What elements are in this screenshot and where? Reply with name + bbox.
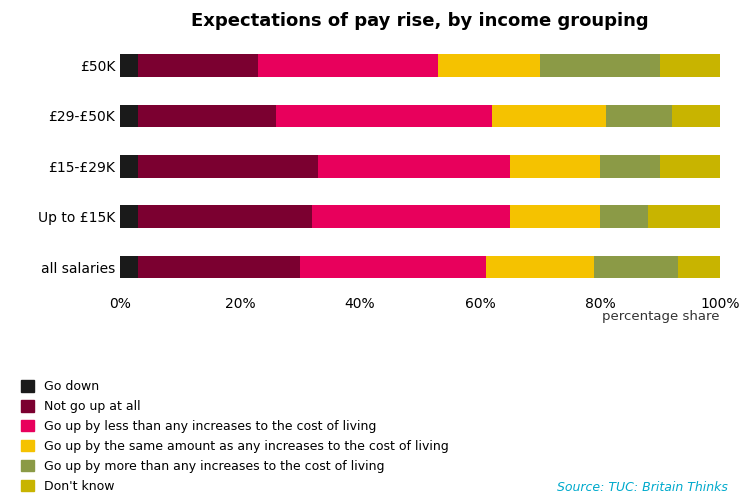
Bar <box>120 206 138 228</box>
Bar <box>438 54 540 77</box>
Bar <box>138 206 312 228</box>
Bar <box>258 54 438 77</box>
Bar <box>138 256 300 279</box>
Bar <box>276 105 492 128</box>
Bar <box>606 105 672 128</box>
Bar <box>120 105 138 128</box>
Bar <box>510 206 600 228</box>
Bar <box>600 155 660 178</box>
Bar <box>138 54 258 77</box>
Text: Source: TUC: Britain Thinks: Source: TUC: Britain Thinks <box>556 481 728 494</box>
Bar <box>300 256 486 279</box>
Bar <box>120 54 138 77</box>
Bar <box>510 155 600 178</box>
Bar <box>138 105 276 128</box>
Bar <box>600 206 648 228</box>
Bar <box>660 54 720 77</box>
Bar <box>492 105 606 128</box>
Bar <box>120 155 138 178</box>
Bar <box>672 105 720 128</box>
Bar <box>486 256 594 279</box>
Title: Expectations of pay rise, by income grouping: Expectations of pay rise, by income grou… <box>191 13 649 30</box>
Bar <box>594 256 678 279</box>
Legend: Go down, Not go up at all, Go up by less than any increases to the cost of livin: Go down, Not go up at all, Go up by less… <box>21 381 448 493</box>
Bar <box>660 155 720 178</box>
Bar <box>138 155 318 178</box>
Text: percentage share: percentage share <box>602 310 720 323</box>
Bar <box>318 155 510 178</box>
Bar <box>312 206 510 228</box>
Bar <box>120 256 138 279</box>
Bar <box>678 256 720 279</box>
Bar <box>540 54 660 77</box>
Bar <box>648 206 720 228</box>
